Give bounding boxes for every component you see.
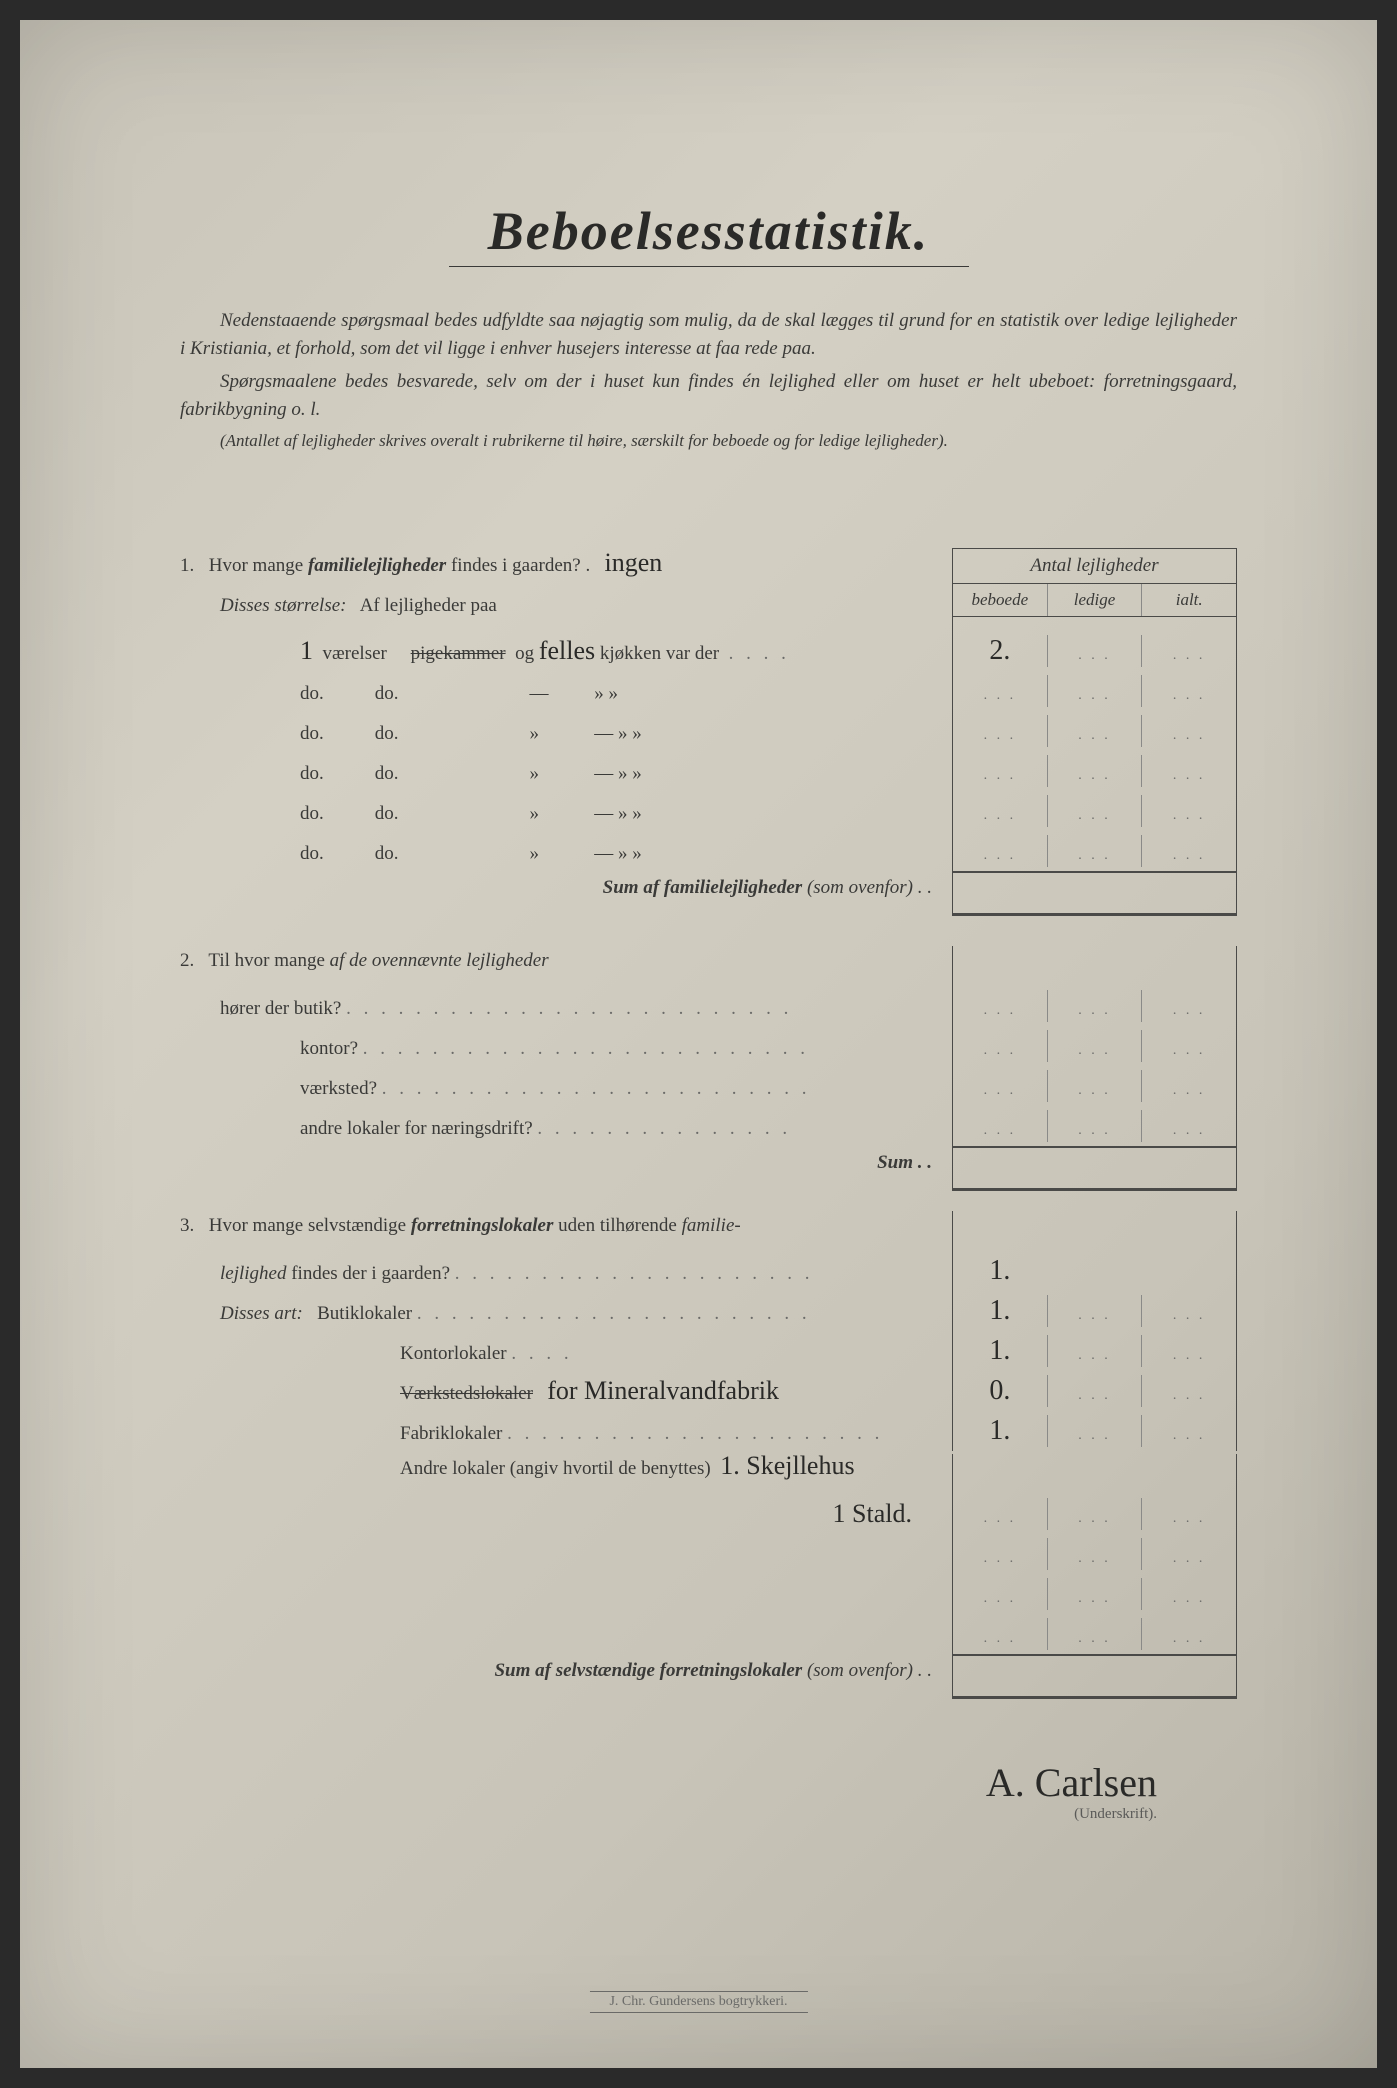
q3-vaerksted-row: Værkstedslokaler for Mineralvandfabrik 0… (180, 1371, 1237, 1411)
column-subheaders: beboede ledige ialt. (953, 584, 1236, 616)
column-header-box: Antal lejligheder beboede ledige ialt. (952, 548, 1237, 617)
printer-credit: J. Chr. Gundersens bogtrykkeri. (589, 1991, 807, 2013)
q3-row-2: lejlighed findes der i gaarden? . . . . … (180, 1251, 1237, 1291)
q1-do-row-1: do. do. — » » . . .. . .. . . (180, 671, 1237, 711)
q1-num: 1. (180, 555, 204, 577)
q2-andre-row: andre lokaler for næringsdrift? . . . . … (180, 1106, 1237, 1146)
title-underline (449, 266, 969, 267)
intro-paragraph-1: Nedenstaaende spørgsmaal bedes udfyldte … (180, 307, 1237, 362)
col-ialt: ialt. (1141, 584, 1236, 616)
q3-kontor-row: Kontorlokaler . . . . 1.. . .. . . (180, 1331, 1237, 1371)
q3-row: 3. Hvor mange selvstændige forretningslo… (180, 1211, 1237, 1251)
q3-andre-row: Andre lokaler (angiv hvortil de benyttes… (180, 1451, 1237, 1494)
q3-sum-row: Sum af selvstændige forretningslokaler (… (180, 1656, 1237, 1696)
document-page: Beboelsesstatistik. Nedenstaaende spørgs… (20, 20, 1377, 2068)
blank-row-1: . . .. . .. . . (180, 1534, 1237, 1574)
q3-sum-line-bottom (952, 1696, 1237, 1699)
q3-andre-row-2: 1 Stald. . . .. . .. . . (180, 1494, 1237, 1534)
q1-do-row-4: do. do. » — » » . . .. . .. . . (180, 791, 1237, 831)
intro-note: (Antallet af lejligheder skrives overalt… (180, 429, 1237, 453)
col-beboede: beboede (953, 584, 1047, 616)
blank-row-3: . . .. . .. . . (180, 1614, 1237, 1654)
q3-butik-row: Disses art: Butiklokaler . . . . . . . .… (180, 1291, 1237, 1331)
q2-kontor-row: kontor? . . . . . . . . . . . . . . . . … (180, 1026, 1237, 1066)
q1-do-row-5: do. do. » — » » . . .. . .. . . (180, 831, 1237, 871)
q2-sum-row: Sum . . (180, 1148, 1237, 1188)
q1-do-row-3: do. do. » — » » . . .. . .. . . (180, 751, 1237, 791)
signature-label: (Underskrift). (180, 1806, 1157, 1823)
q1-hand-note: ingen (605, 548, 663, 578)
q1-do-row-2: do. do. » — » » . . .. . .. . . (180, 711, 1237, 751)
signature-area: A. Carlsen (Underskrift). (180, 1759, 1237, 1823)
document-title: Beboelsesstatistik. (180, 200, 1237, 262)
q1-room-row: 1 værelser pigekammer og felles kjøkken … (180, 631, 1237, 671)
q1-text: 1. Hvor mange familielejligheder findes … (180, 548, 952, 578)
form-table: Antal lejligheder beboede ledige ialt. 1… (180, 548, 1237, 1699)
blank-row-2: . . .. . .. . . (180, 1574, 1237, 1614)
q2-row: 2. Til hvor mange af de ovennævnte lejli… (180, 946, 1237, 986)
q1-room-value: 2. (953, 635, 1047, 667)
col-ledige: ledige (1047, 584, 1142, 616)
intro-paragraph-2: Spørgsmaalene bedes besvarede, selv om d… (180, 368, 1237, 423)
q2-vaerksted-row: værksted? . . . . . . . . . . . . . . . … (180, 1066, 1237, 1106)
signature: A. Carlsen (180, 1759, 1157, 1806)
content-rows: 1. Hvor mange familielejligheder findes … (180, 548, 1237, 1699)
column-header-title: Antal lejligheder (953, 549, 1236, 584)
q3-fabrik-row: Fabriklokaler . . . . . . . . . . . . . … (180, 1411, 1237, 1451)
q1-sum-row: Sum af familielejligheder (som ovenfor) … (180, 873, 1237, 913)
q2-butik-row: hører der butik? . . . . . . . . . . . .… (180, 986, 1237, 1026)
